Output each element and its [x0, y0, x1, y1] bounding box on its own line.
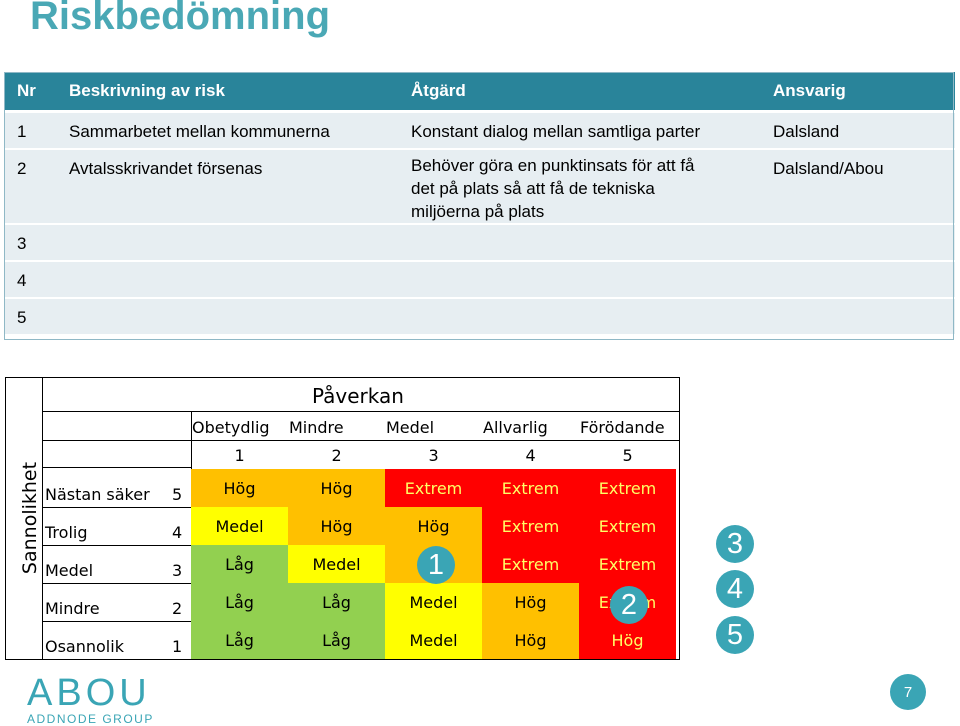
- matrix-cell: Hög: [482, 583, 579, 621]
- likelihood-row-label: Mindre: [45, 599, 100, 618]
- row-responsible: [761, 261, 955, 299]
- matrix-cell: Extrem: [579, 507, 676, 545]
- risk-matrix: [5, 377, 680, 660]
- impact-number-3: 3: [428, 446, 439, 465]
- row-responsible: Dalsland/Abou: [761, 149, 955, 225]
- matrix-line: [43, 621, 191, 622]
- header-nr: Nr: [5, 72, 57, 113]
- matrix-cell: Extrem: [482, 469, 579, 507]
- likelihood-row-number: 1: [172, 637, 183, 656]
- matrix-cell: Hög: [288, 507, 385, 545]
- header-responsible: Ansvarig: [761, 72, 955, 113]
- matrix-cell: Extrem: [385, 469, 482, 507]
- likelihood-row-number: 5: [172, 485, 183, 504]
- matrix-cell: Medel: [385, 621, 482, 659]
- matrix-cell: Hög: [579, 621, 676, 659]
- row-action: [399, 224, 761, 262]
- risk-marker-5: 5: [716, 616, 754, 654]
- matrix-line: [43, 507, 191, 508]
- header-action: Åtgärd: [399, 72, 761, 113]
- matrix-cell: Låg: [288, 621, 385, 659]
- logo-subtext: ADDNODE GROUP: [27, 712, 154, 726]
- matrix-cell: Låg: [191, 621, 288, 659]
- impact-level-2: Mindre: [289, 418, 344, 437]
- impact-number-2: 2: [331, 446, 342, 465]
- matrix-cell: Extrem: [579, 469, 676, 507]
- table-row: 1 Sammarbetet mellan kommunerna Konstant…: [5, 111, 955, 150]
- row-action: [399, 298, 761, 336]
- row-action: [399, 261, 761, 299]
- matrix-cell: Hög: [482, 621, 579, 659]
- risk-marker-2: 2: [610, 586, 648, 624]
- likelihood-row-number: 4: [172, 523, 183, 542]
- matrix-cell: Medel: [288, 545, 385, 583]
- row-responsible: [761, 224, 955, 262]
- logo-text: ABOU: [27, 672, 151, 714]
- impact-number-4: 4: [525, 446, 536, 465]
- matrix-line: [43, 440, 680, 441]
- row-description: [57, 298, 399, 336]
- likelihood-row-label: Osannolik: [45, 637, 124, 656]
- likelihood-label-cell: [5, 377, 43, 660]
- matrix-cell: Medel: [191, 507, 288, 545]
- matrix-line: [43, 411, 680, 412]
- risk-marker-3: 3: [716, 525, 754, 563]
- impact-level-1: Obetydlig: [192, 418, 270, 437]
- impact-number-5: 5: [622, 446, 633, 465]
- likelihood-row-number: 2: [172, 599, 183, 618]
- row-description: Sammarbetet mellan kommunerna: [57, 111, 399, 150]
- table-row: 2 Avtalsskrivandet försenas Behöver göra…: [5, 149, 955, 225]
- row-action: Konstant dialog mellan samtliga parter: [399, 111, 761, 150]
- matrix-cell: Hög: [385, 507, 482, 545]
- row-responsible: Dalsland: [761, 111, 955, 150]
- impact-level-4: Allvarlig: [483, 418, 548, 437]
- impact-level-3: Medel: [386, 418, 435, 437]
- row-nr: 3: [5, 224, 57, 262]
- abou-logo: ABOU ADDNODE GROUP: [27, 672, 154, 726]
- impact-level-5: Förödande: [580, 418, 665, 437]
- matrix-cell: Hög: [288, 469, 385, 507]
- matrix-cell: Extrem: [482, 507, 579, 545]
- risk-marker-1: 1: [417, 546, 455, 584]
- page-number: 7: [890, 674, 926, 710]
- risk-marker-4: 4: [716, 570, 754, 608]
- table-row: 3: [5, 224, 955, 262]
- likelihood-row-label: Trolig: [45, 523, 88, 542]
- row-description: [57, 224, 399, 262]
- row-nr: 1: [5, 111, 57, 150]
- impact-label: Påverkan: [312, 384, 404, 408]
- risk-table: Nr Beskrivning av risk Åtgärd Ansvarig 1…: [5, 72, 955, 336]
- matrix-cell: Låg: [288, 583, 385, 621]
- matrix-cell: Extrem: [482, 545, 579, 583]
- risk-table-header: Nr Beskrivning av risk Åtgärd Ansvarig: [5, 72, 955, 113]
- likelihood-label: Sannolikhet: [19, 461, 41, 575]
- likelihood-row-number: 3: [172, 561, 183, 580]
- row-responsible: [761, 298, 955, 336]
- likelihood-row-label: Nästan säker: [45, 485, 150, 504]
- row-description: Avtalsskrivandet försenas: [57, 149, 399, 225]
- row-nr: 4: [5, 261, 57, 299]
- row-nr: 5: [5, 298, 57, 336]
- header-description: Beskrivning av risk: [57, 72, 399, 113]
- impact-number-1: 1: [234, 446, 245, 465]
- page-title: Riskbedömning: [30, 0, 331, 38]
- likelihood-row-label: Medel: [45, 561, 94, 580]
- matrix-cell: Hög: [191, 469, 288, 507]
- matrix-line: [43, 467, 191, 468]
- matrix-line: [43, 545, 191, 546]
- matrix-cell: Låg: [191, 545, 288, 583]
- matrix-cell: Extrem: [579, 545, 676, 583]
- matrix-line: [43, 583, 191, 584]
- matrix-cell: Medel: [385, 583, 482, 621]
- table-row: 4: [5, 261, 955, 299]
- table-row: 5: [5, 298, 955, 336]
- row-description: [57, 261, 399, 299]
- row-action: Behöver göra en punktinsats för att få d…: [399, 149, 761, 225]
- row-nr: 2: [5, 149, 57, 225]
- matrix-cell: Låg: [191, 583, 288, 621]
